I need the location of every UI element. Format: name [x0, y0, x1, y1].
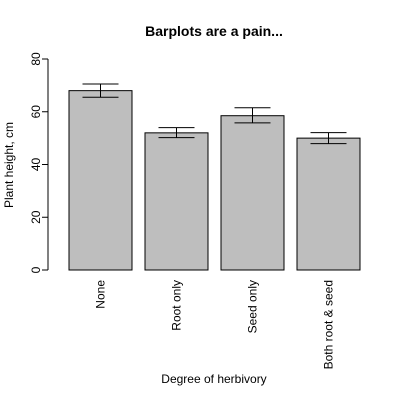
y-tick-label-4: 80	[29, 52, 43, 66]
x-axis-label: Degree of herbivory	[161, 372, 266, 386]
y-axis: 0 20 40 60 80	[29, 52, 49, 273]
bars-group	[68, 90, 361, 271]
bar-1	[144, 132, 209, 271]
bar-0	[68, 90, 133, 271]
bar-2	[220, 115, 285, 271]
x-tick-label-0: None	[94, 280, 108, 309]
chart-title: Barplots are a pain...	[145, 23, 283, 39]
error-bars-group	[82, 83, 347, 145]
y-tick-label-1: 20	[29, 210, 43, 224]
y-tick-label-2: 40	[29, 158, 43, 172]
x-tick-label-2: Seed only	[246, 280, 260, 333]
x-tick-label-1: Root only	[170, 280, 184, 331]
y-tick-label-3: 60	[29, 105, 43, 119]
y-axis-label: Plant height, cm	[2, 122, 16, 208]
x-tick-label-3: Both root & seed	[322, 280, 336, 369]
bar-3	[296, 137, 361, 271]
x-tick-labels: None Root only Seed only Both root & seed	[94, 280, 336, 370]
y-tick-label-0: 0	[29, 266, 43, 273]
